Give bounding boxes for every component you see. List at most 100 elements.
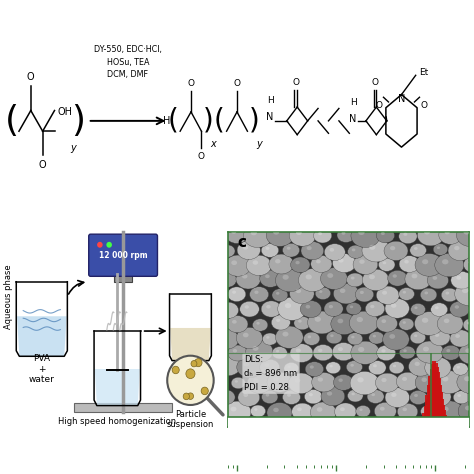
Circle shape bbox=[352, 248, 356, 251]
Circle shape bbox=[420, 288, 437, 301]
Circle shape bbox=[465, 348, 471, 353]
Circle shape bbox=[417, 224, 444, 246]
Circle shape bbox=[380, 407, 385, 410]
Text: O: O bbox=[198, 152, 205, 161]
Text: O: O bbox=[27, 72, 35, 82]
Circle shape bbox=[238, 389, 260, 406]
Text: (: ( bbox=[168, 107, 178, 135]
Circle shape bbox=[396, 372, 419, 391]
Circle shape bbox=[433, 392, 438, 396]
Circle shape bbox=[329, 248, 334, 252]
Circle shape bbox=[237, 328, 263, 348]
Circle shape bbox=[269, 254, 293, 274]
Circle shape bbox=[215, 417, 241, 437]
Circle shape bbox=[422, 318, 428, 323]
Circle shape bbox=[237, 241, 260, 259]
Circle shape bbox=[455, 305, 459, 309]
Text: O: O bbox=[420, 100, 428, 109]
Circle shape bbox=[167, 356, 214, 405]
Circle shape bbox=[335, 403, 356, 420]
Circle shape bbox=[369, 274, 375, 279]
Text: H: H bbox=[163, 116, 171, 126]
Circle shape bbox=[301, 301, 321, 318]
Circle shape bbox=[391, 422, 396, 426]
Circle shape bbox=[369, 361, 386, 375]
Circle shape bbox=[306, 274, 312, 279]
Circle shape bbox=[442, 259, 448, 264]
Circle shape bbox=[276, 319, 280, 322]
Circle shape bbox=[290, 284, 314, 303]
Circle shape bbox=[373, 335, 376, 337]
Circle shape bbox=[315, 317, 321, 322]
Circle shape bbox=[304, 390, 322, 404]
Circle shape bbox=[331, 313, 357, 335]
Circle shape bbox=[350, 306, 353, 308]
Circle shape bbox=[338, 258, 344, 263]
Circle shape bbox=[231, 260, 237, 265]
Circle shape bbox=[313, 228, 332, 243]
Circle shape bbox=[347, 333, 363, 345]
Circle shape bbox=[389, 334, 395, 339]
Text: ): ) bbox=[249, 107, 260, 135]
Circle shape bbox=[264, 420, 279, 432]
Circle shape bbox=[402, 321, 406, 324]
Circle shape bbox=[337, 319, 343, 323]
Circle shape bbox=[351, 224, 380, 247]
Circle shape bbox=[454, 246, 459, 250]
Circle shape bbox=[273, 408, 279, 412]
Circle shape bbox=[308, 336, 311, 338]
Circle shape bbox=[282, 420, 299, 434]
Circle shape bbox=[223, 306, 228, 310]
Circle shape bbox=[294, 317, 310, 330]
Circle shape bbox=[333, 283, 359, 304]
Circle shape bbox=[399, 318, 414, 330]
Circle shape bbox=[410, 303, 426, 315]
Circle shape bbox=[415, 312, 444, 335]
Text: Aqueous phase: Aqueous phase bbox=[4, 264, 13, 329]
Circle shape bbox=[350, 364, 354, 367]
Text: N: N bbox=[398, 93, 405, 103]
Circle shape bbox=[381, 232, 385, 235]
Circle shape bbox=[377, 346, 396, 361]
Circle shape bbox=[324, 301, 343, 317]
Text: O: O bbox=[375, 100, 383, 109]
Circle shape bbox=[349, 311, 378, 335]
Circle shape bbox=[446, 292, 449, 294]
Circle shape bbox=[403, 233, 407, 236]
Circle shape bbox=[330, 334, 334, 337]
Circle shape bbox=[222, 421, 227, 426]
Circle shape bbox=[295, 261, 300, 264]
Circle shape bbox=[410, 391, 427, 404]
Circle shape bbox=[326, 421, 342, 434]
Text: High speed homogenization: High speed homogenization bbox=[58, 417, 176, 426]
Circle shape bbox=[425, 408, 428, 411]
Circle shape bbox=[273, 377, 279, 382]
Circle shape bbox=[431, 303, 447, 316]
Text: O: O bbox=[188, 80, 194, 89]
Circle shape bbox=[265, 274, 270, 278]
Circle shape bbox=[370, 422, 375, 426]
Circle shape bbox=[264, 363, 269, 367]
Circle shape bbox=[422, 259, 428, 264]
Circle shape bbox=[309, 393, 313, 396]
Circle shape bbox=[350, 372, 379, 395]
Text: H: H bbox=[267, 96, 273, 105]
Circle shape bbox=[231, 230, 236, 234]
Circle shape bbox=[230, 407, 237, 411]
Circle shape bbox=[346, 302, 361, 315]
Circle shape bbox=[435, 254, 464, 277]
Circle shape bbox=[458, 400, 474, 422]
Circle shape bbox=[243, 362, 249, 366]
Circle shape bbox=[319, 290, 322, 293]
Circle shape bbox=[327, 392, 332, 396]
Circle shape bbox=[341, 231, 346, 235]
Circle shape bbox=[391, 392, 397, 397]
Circle shape bbox=[251, 230, 257, 235]
Circle shape bbox=[457, 394, 461, 397]
Circle shape bbox=[357, 377, 364, 383]
Circle shape bbox=[374, 402, 396, 420]
Circle shape bbox=[253, 260, 258, 265]
Circle shape bbox=[402, 408, 407, 411]
Circle shape bbox=[415, 362, 420, 366]
Circle shape bbox=[393, 365, 396, 367]
